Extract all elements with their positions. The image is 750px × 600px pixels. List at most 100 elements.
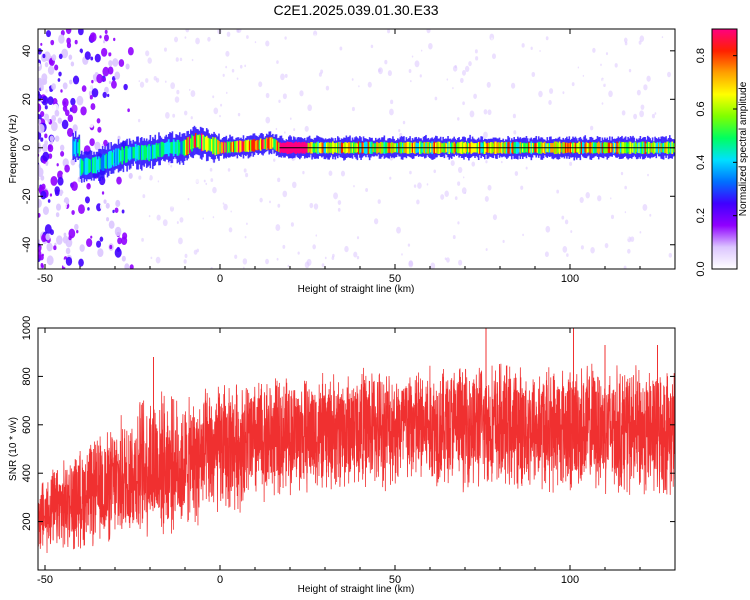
spectrogram-noise-blob xyxy=(457,117,460,121)
spectrogram-noise-blob xyxy=(501,30,506,37)
spectrogram-noise-blob xyxy=(70,97,76,106)
spectrogram-noise-blob xyxy=(256,247,259,251)
spectrogram-noise-blob xyxy=(639,35,645,42)
spectrogram-noise-blob xyxy=(337,200,342,206)
spectrogram-noise-blob xyxy=(72,91,77,97)
spectrogram-noise-blob xyxy=(344,245,349,253)
spectrogram-noise-blob xyxy=(651,113,656,119)
spectrogram-noise-blob xyxy=(84,51,91,60)
x-tick-label: 0 xyxy=(217,574,223,586)
spectrogram-noise-blob xyxy=(155,256,161,264)
spectrogram-ridge-core xyxy=(105,153,108,169)
spectrogram-ridge-core xyxy=(253,139,256,152)
spectrogram-noise-blob xyxy=(474,49,478,54)
spectrogram-noise-blob xyxy=(411,55,414,58)
spectrogram-noise-blob xyxy=(91,88,99,98)
spectrogram-noise-blob xyxy=(605,52,609,56)
spectrogram-noise-blob xyxy=(50,39,55,46)
spectrogram-noise-blob xyxy=(620,171,624,176)
spectrogram-ridge-core xyxy=(232,141,235,153)
spectrogram-noise-blob xyxy=(611,223,616,230)
spectrogram-noise-blob xyxy=(499,199,505,207)
spectrogram-ridge-core xyxy=(264,138,267,150)
spectrogram-noise-blob xyxy=(267,206,272,213)
spectrogram-ridge-core xyxy=(257,139,259,151)
spectrogram-noise-blob xyxy=(236,77,239,80)
spectrogram-noise-blob xyxy=(360,70,365,75)
spectrogram-noise-blob xyxy=(246,222,248,226)
spectrogram-noise-blob xyxy=(269,200,271,204)
spectrogram-noise-blob xyxy=(127,47,134,56)
spectrogram-noise-blob xyxy=(225,65,228,69)
spectrogram-noise-blob xyxy=(65,247,71,255)
spectrogram-noise-blob xyxy=(230,210,232,213)
spectrogram-ridge-core xyxy=(103,153,105,171)
spectrogram-noise-blob xyxy=(59,144,65,151)
spectrogram-noise-blob xyxy=(597,195,602,202)
spectrogram-noise-blob xyxy=(564,219,569,225)
spectrogram-noise-blob xyxy=(302,170,305,175)
spectrogram-noise-blob xyxy=(65,256,73,266)
spectrogram-noise-blob xyxy=(280,73,285,81)
spectrogram-noise-blob xyxy=(551,107,556,113)
spectrogram-noise-blob xyxy=(444,190,449,197)
spectrogram-noise-blob xyxy=(202,195,207,202)
spectrogram-noise-blob xyxy=(125,63,130,70)
spectrogram-noise-blob xyxy=(114,226,122,237)
spectrogram-noise-blob xyxy=(240,92,246,100)
spectrogram-noise-blob xyxy=(351,78,354,81)
spectrogram-noise-blob xyxy=(38,198,42,208)
spectrogram-noise-blob xyxy=(62,82,68,90)
spectrogram-ridge-core xyxy=(267,139,269,149)
spectrogram-noise-blob xyxy=(86,238,93,248)
spectrogram-noise-blob xyxy=(251,186,256,194)
spectrogram-ridge-core xyxy=(261,139,263,150)
spectrogram-noise-blob xyxy=(510,185,515,192)
spectrogram-noise-blob xyxy=(278,99,281,103)
spectrogram-ridge-core xyxy=(223,141,225,154)
spectrogram-ridge-core xyxy=(104,155,106,169)
spectrogram-noise-blob xyxy=(38,142,41,147)
spectrogram-ridge-core xyxy=(150,144,153,161)
spectrogram-noise-blob xyxy=(163,47,167,52)
spectrogram-noise-blob xyxy=(203,179,206,183)
spectrogram-ridge-core xyxy=(144,145,147,161)
spectrogram-noise-blob xyxy=(460,77,464,84)
spectrogram-noise-blob xyxy=(520,185,524,190)
spectrogram-noise-blob xyxy=(582,74,585,77)
spectrogram-ridge-core xyxy=(153,144,155,159)
spectrogram-noise-blob xyxy=(245,172,249,178)
spectrogram-noise-blob xyxy=(239,184,242,188)
spectrogram-noise-blob xyxy=(108,60,113,67)
spectrogram-noise-blob xyxy=(649,213,652,217)
spectrogram-ridge-core xyxy=(188,136,191,154)
spectrogram-noise-blob xyxy=(492,214,498,221)
y-tick-label: 600 xyxy=(21,416,33,434)
spectrogram-noise-blob xyxy=(325,85,330,91)
spectrogram-noise-blob xyxy=(56,203,62,211)
spectrogram-noise-blob xyxy=(103,77,106,82)
spectrogram-noise-blob xyxy=(556,96,561,103)
spectrogram-noise-blob xyxy=(44,133,48,139)
spectrogram-ridge-core xyxy=(88,159,90,173)
spectrogram-noise-blob xyxy=(243,238,246,242)
spectrogram-noise-blob xyxy=(269,235,272,240)
spectrogram-noise-blob xyxy=(623,37,628,43)
spectrogram-noise-blob xyxy=(135,176,139,181)
spectrogram-noise-blob xyxy=(225,50,230,57)
spectrogram-noise-blob xyxy=(187,197,190,201)
spectrogram-plot: -50 0 50 100 -40 -20 0 20 40 Height of straight… xyxy=(8,28,676,295)
colorbar-scale xyxy=(711,28,738,270)
spectrogram-noise-blob xyxy=(357,241,361,247)
spectrogram-noise-blob xyxy=(172,113,176,118)
spectrogram-noise-blob xyxy=(368,103,370,107)
spectrogram-noise-blob xyxy=(307,104,313,112)
spectrogram-noise-blob xyxy=(127,108,130,113)
spectrogram-noise-blob xyxy=(579,196,584,204)
spectrogram-ridge-core xyxy=(72,139,74,156)
spectrogram-noise-blob xyxy=(184,253,188,258)
spectrogram-noise-blob xyxy=(39,254,44,261)
spectrogram-ridge-core xyxy=(156,144,159,157)
spectrogram-noise-blob xyxy=(45,233,51,241)
spectrogram-noise-blob xyxy=(213,107,219,115)
